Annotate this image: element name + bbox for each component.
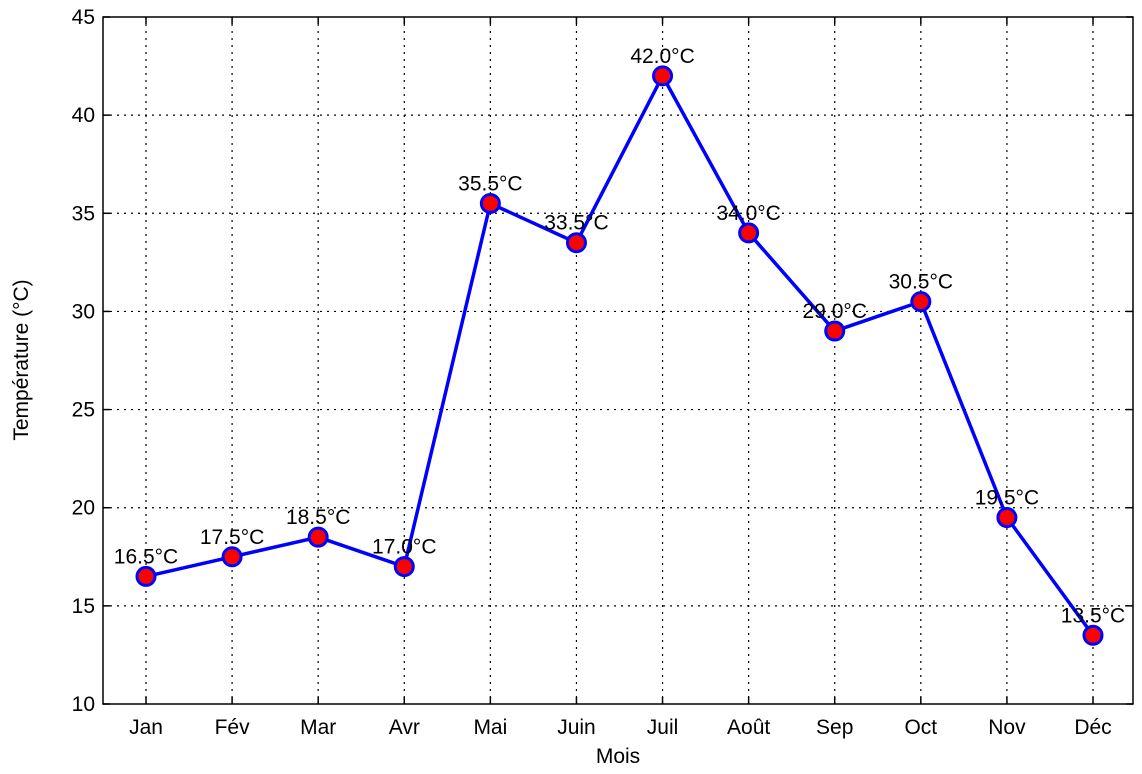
x-tick-label: Mai: [473, 716, 507, 739]
data-point-marker: [135, 565, 157, 587]
data-label: 30.5°C: [889, 271, 953, 294]
axis-ticks: 10 15 20 25 30 35 40 45 Jan Fév Mar Avr Mai Juin Juil A…: [72, 6, 1133, 739]
x-tick-label: Sep: [816, 716, 853, 739]
data-label: 35.5°C: [458, 172, 522, 195]
data-label: 17.0°C: [372, 536, 436, 559]
data-point-marker: [652, 65, 674, 87]
data-point-marker: [996, 507, 1018, 529]
y-tick-label: 30: [72, 300, 95, 323]
x-tick-label: Jan: [129, 716, 163, 739]
series-layer: [135, 65, 1104, 646]
data-label: 17.5°C: [200, 526, 264, 549]
data-point-marker: [393, 556, 415, 578]
y-tick-label: 45: [72, 6, 95, 29]
y-tick-label: 20: [72, 497, 95, 520]
y-tick-label: 40: [72, 104, 95, 127]
y-axis-title: Température (°C): [10, 279, 33, 440]
x-tick-label: Nov: [988, 716, 1026, 739]
data-label: 29.0°C: [803, 300, 867, 323]
grid-lines: [103, 17, 1133, 704]
y-tick-label: 35: [72, 202, 95, 225]
data-point-marker: [824, 320, 846, 342]
x-tick-label: Août: [727, 716, 770, 739]
data-point-marker: [307, 526, 329, 548]
data-label: 33.5°C: [544, 212, 608, 235]
data-label: 19.5°C: [975, 487, 1039, 510]
x-tick-label: Fév: [215, 716, 251, 739]
data-label-layer: 16.5°C 17.5°C 18.5°C 17.0°C 35.5°C 33.5°C 42.0…: [114, 45, 1125, 627]
data-label: 16.5°C: [114, 545, 178, 568]
y-tick-label: 15: [72, 595, 95, 618]
series-line: [145, 74, 1095, 637]
x-tick-label: Juin: [557, 716, 596, 739]
data-label: 18.5°C: [286, 506, 350, 529]
data-point-marker: [1082, 624, 1104, 646]
data-label: 13.5°C: [1061, 604, 1125, 627]
x-tick-label: Juil: [647, 716, 679, 739]
x-tick-label: Déc: [1074, 716, 1111, 739]
data-point-marker: [565, 232, 587, 254]
x-tick-label: Avr: [389, 716, 420, 739]
data-point-marker: [910, 291, 932, 313]
data-point-marker: [221, 546, 243, 568]
x-axis-title: Mois: [596, 745, 640, 768]
x-tick-label: Mar: [300, 716, 336, 739]
plot-frame: [102, 16, 1134, 705]
y-tick-label: 10: [72, 693, 95, 716]
data-point-marker: [738, 222, 760, 244]
data-point-marker: [479, 192, 501, 214]
data-label: 42.0°C: [630, 45, 694, 68]
data-label: 34.0°C: [716, 202, 780, 225]
x-tick-label: Oct: [904, 716, 937, 739]
y-tick-label: 25: [72, 399, 95, 422]
